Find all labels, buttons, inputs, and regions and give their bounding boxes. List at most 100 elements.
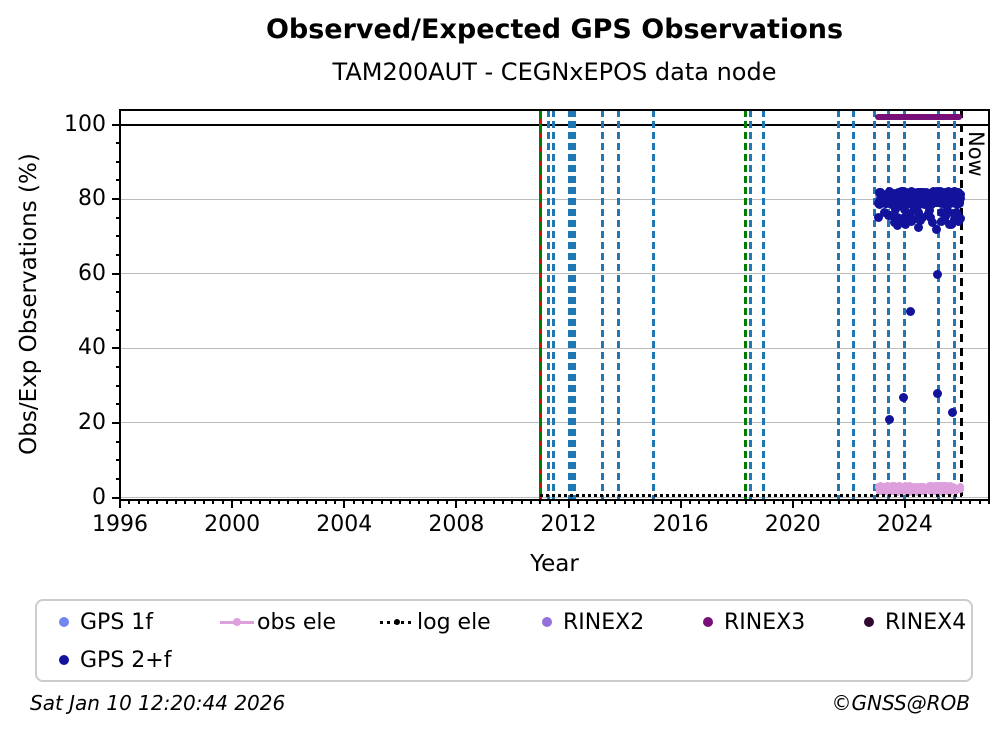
- x-tick: [969, 500, 972, 504]
- data-point-gps-2-f: [896, 216, 906, 226]
- x-tick: [240, 500, 243, 504]
- x-tick: [754, 500, 757, 504]
- x-tick: [670, 500, 673, 504]
- data-point-obs-ele: [946, 486, 954, 494]
- y-tick-label: 100: [64, 111, 106, 137]
- x-tick: [810, 500, 813, 504]
- x-tick-label: 2012: [540, 512, 597, 537]
- x-tick: [988, 500, 990, 504]
- x-tick: [380, 500, 383, 504]
- data-point-gps-2-f: [910, 201, 920, 211]
- x-tick: [931, 500, 934, 504]
- x-tick: [371, 500, 374, 504]
- x-tick: [576, 500, 579, 504]
- x-tick: [137, 500, 140, 504]
- x-tick: [838, 500, 841, 504]
- event-line-blue-dashed: [836, 110, 840, 500]
- legend-item-rinex4: RINEX4: [864, 609, 966, 635]
- x-tick: [296, 500, 299, 504]
- y-tick: [116, 254, 120, 257]
- y-tick-label: 20: [78, 409, 106, 435]
- x-tick: [474, 500, 477, 504]
- data-point-gps-2-f: [877, 194, 887, 204]
- data-point-gps-2-f: [884, 414, 894, 424]
- x-axis-label: Year: [530, 551, 579, 577]
- x-tick: [305, 500, 308, 504]
- x-tick: [913, 500, 916, 504]
- legend-item-log-ele: log ele: [380, 609, 491, 635]
- x-tick: [707, 500, 710, 504]
- rinex4-marker-icon: [864, 617, 874, 627]
- x-tick: [885, 500, 888, 504]
- data-point-obs-ele: [953, 486, 961, 494]
- legend-item-rinex3: RINEX3: [703, 609, 805, 635]
- data-point-gps-2-f: [911, 191, 921, 201]
- x-tick: [315, 500, 318, 504]
- x-tick: [249, 500, 252, 504]
- data-point-gps-2-f: [938, 195, 947, 205]
- x-tick: [782, 500, 785, 504]
- data-point-gps-2-f: [890, 202, 900, 212]
- data-point-gps-2-f: [914, 223, 924, 233]
- y-tick: [112, 123, 120, 126]
- x-tick: [903, 500, 906, 508]
- event-line-blue-dashed: [749, 110, 753, 500]
- data-point-gps-2-f: [945, 188, 955, 198]
- x-tick: [847, 500, 850, 504]
- y-tick: [116, 142, 120, 145]
- x-tick: [333, 500, 336, 504]
- x-tick-label: 2020: [764, 512, 821, 537]
- y-tick: [116, 328, 120, 331]
- x-tick: [408, 500, 411, 504]
- x-tick: [595, 500, 598, 504]
- legend-label: RINEX3: [724, 609, 806, 635]
- data-point-gps-2-f: [913, 208, 923, 218]
- x-tick: [119, 500, 121, 508]
- y-tick: [116, 403, 120, 406]
- data-point-obs-ele: [905, 488, 913, 496]
- data-point-gps-2-f: [924, 208, 934, 218]
- data-point-gps-2-f: [933, 270, 943, 280]
- x-tick: [875, 500, 878, 504]
- x-tick: [539, 500, 542, 504]
- y-tick: [116, 291, 120, 294]
- x-tick: [455, 500, 458, 508]
- x-tick: [698, 500, 701, 504]
- x-tick: [978, 500, 981, 504]
- gps-2f-marker-icon: [59, 655, 69, 665]
- legend-label: log ele: [417, 609, 491, 635]
- chart-title: Observed/Expected GPS Observations: [265, 14, 844, 45]
- legend-label: GPS 1f: [80, 609, 154, 635]
- x-tick: [212, 500, 215, 504]
- x-tick: [604, 500, 607, 504]
- event-line-blue-dashed: [761, 110, 765, 500]
- data-point-gps-2-f: [899, 204, 909, 214]
- legend-label: obs ele: [257, 609, 337, 635]
- rinex2-marker-icon: [542, 617, 552, 627]
- data-point-gps-2-f: [925, 195, 935, 205]
- x-tick: [184, 500, 187, 504]
- legend-item-gps-2f: GPS 2+f: [59, 647, 171, 673]
- x-tick: [231, 500, 234, 508]
- x-tick: [614, 500, 617, 504]
- data-point-gps-2-f: [907, 187, 917, 197]
- x-tick: [530, 500, 533, 504]
- y-tick-label: 40: [78, 335, 106, 361]
- data-point-gps-2-f: [946, 198, 956, 208]
- x-tick: [203, 500, 206, 504]
- y-tick-label: 60: [78, 260, 106, 286]
- x-tick: [502, 500, 505, 504]
- data-point-gps-2-f: [917, 212, 927, 222]
- y-tick-label: 0: [92, 484, 106, 510]
- legend-item-obs-ele: obs ele: [220, 609, 336, 635]
- data-point-gps-2-f: [889, 217, 899, 227]
- x-tick: [632, 500, 635, 504]
- x-tick: [745, 500, 748, 504]
- x-tick: [343, 500, 346, 508]
- y-tick: [116, 310, 120, 312]
- event-line-blue-dashed: [651, 110, 655, 500]
- data-point-obs-ele: [930, 488, 938, 496]
- data-point-gps-2-f: [885, 190, 895, 200]
- x-tick: [352, 500, 355, 504]
